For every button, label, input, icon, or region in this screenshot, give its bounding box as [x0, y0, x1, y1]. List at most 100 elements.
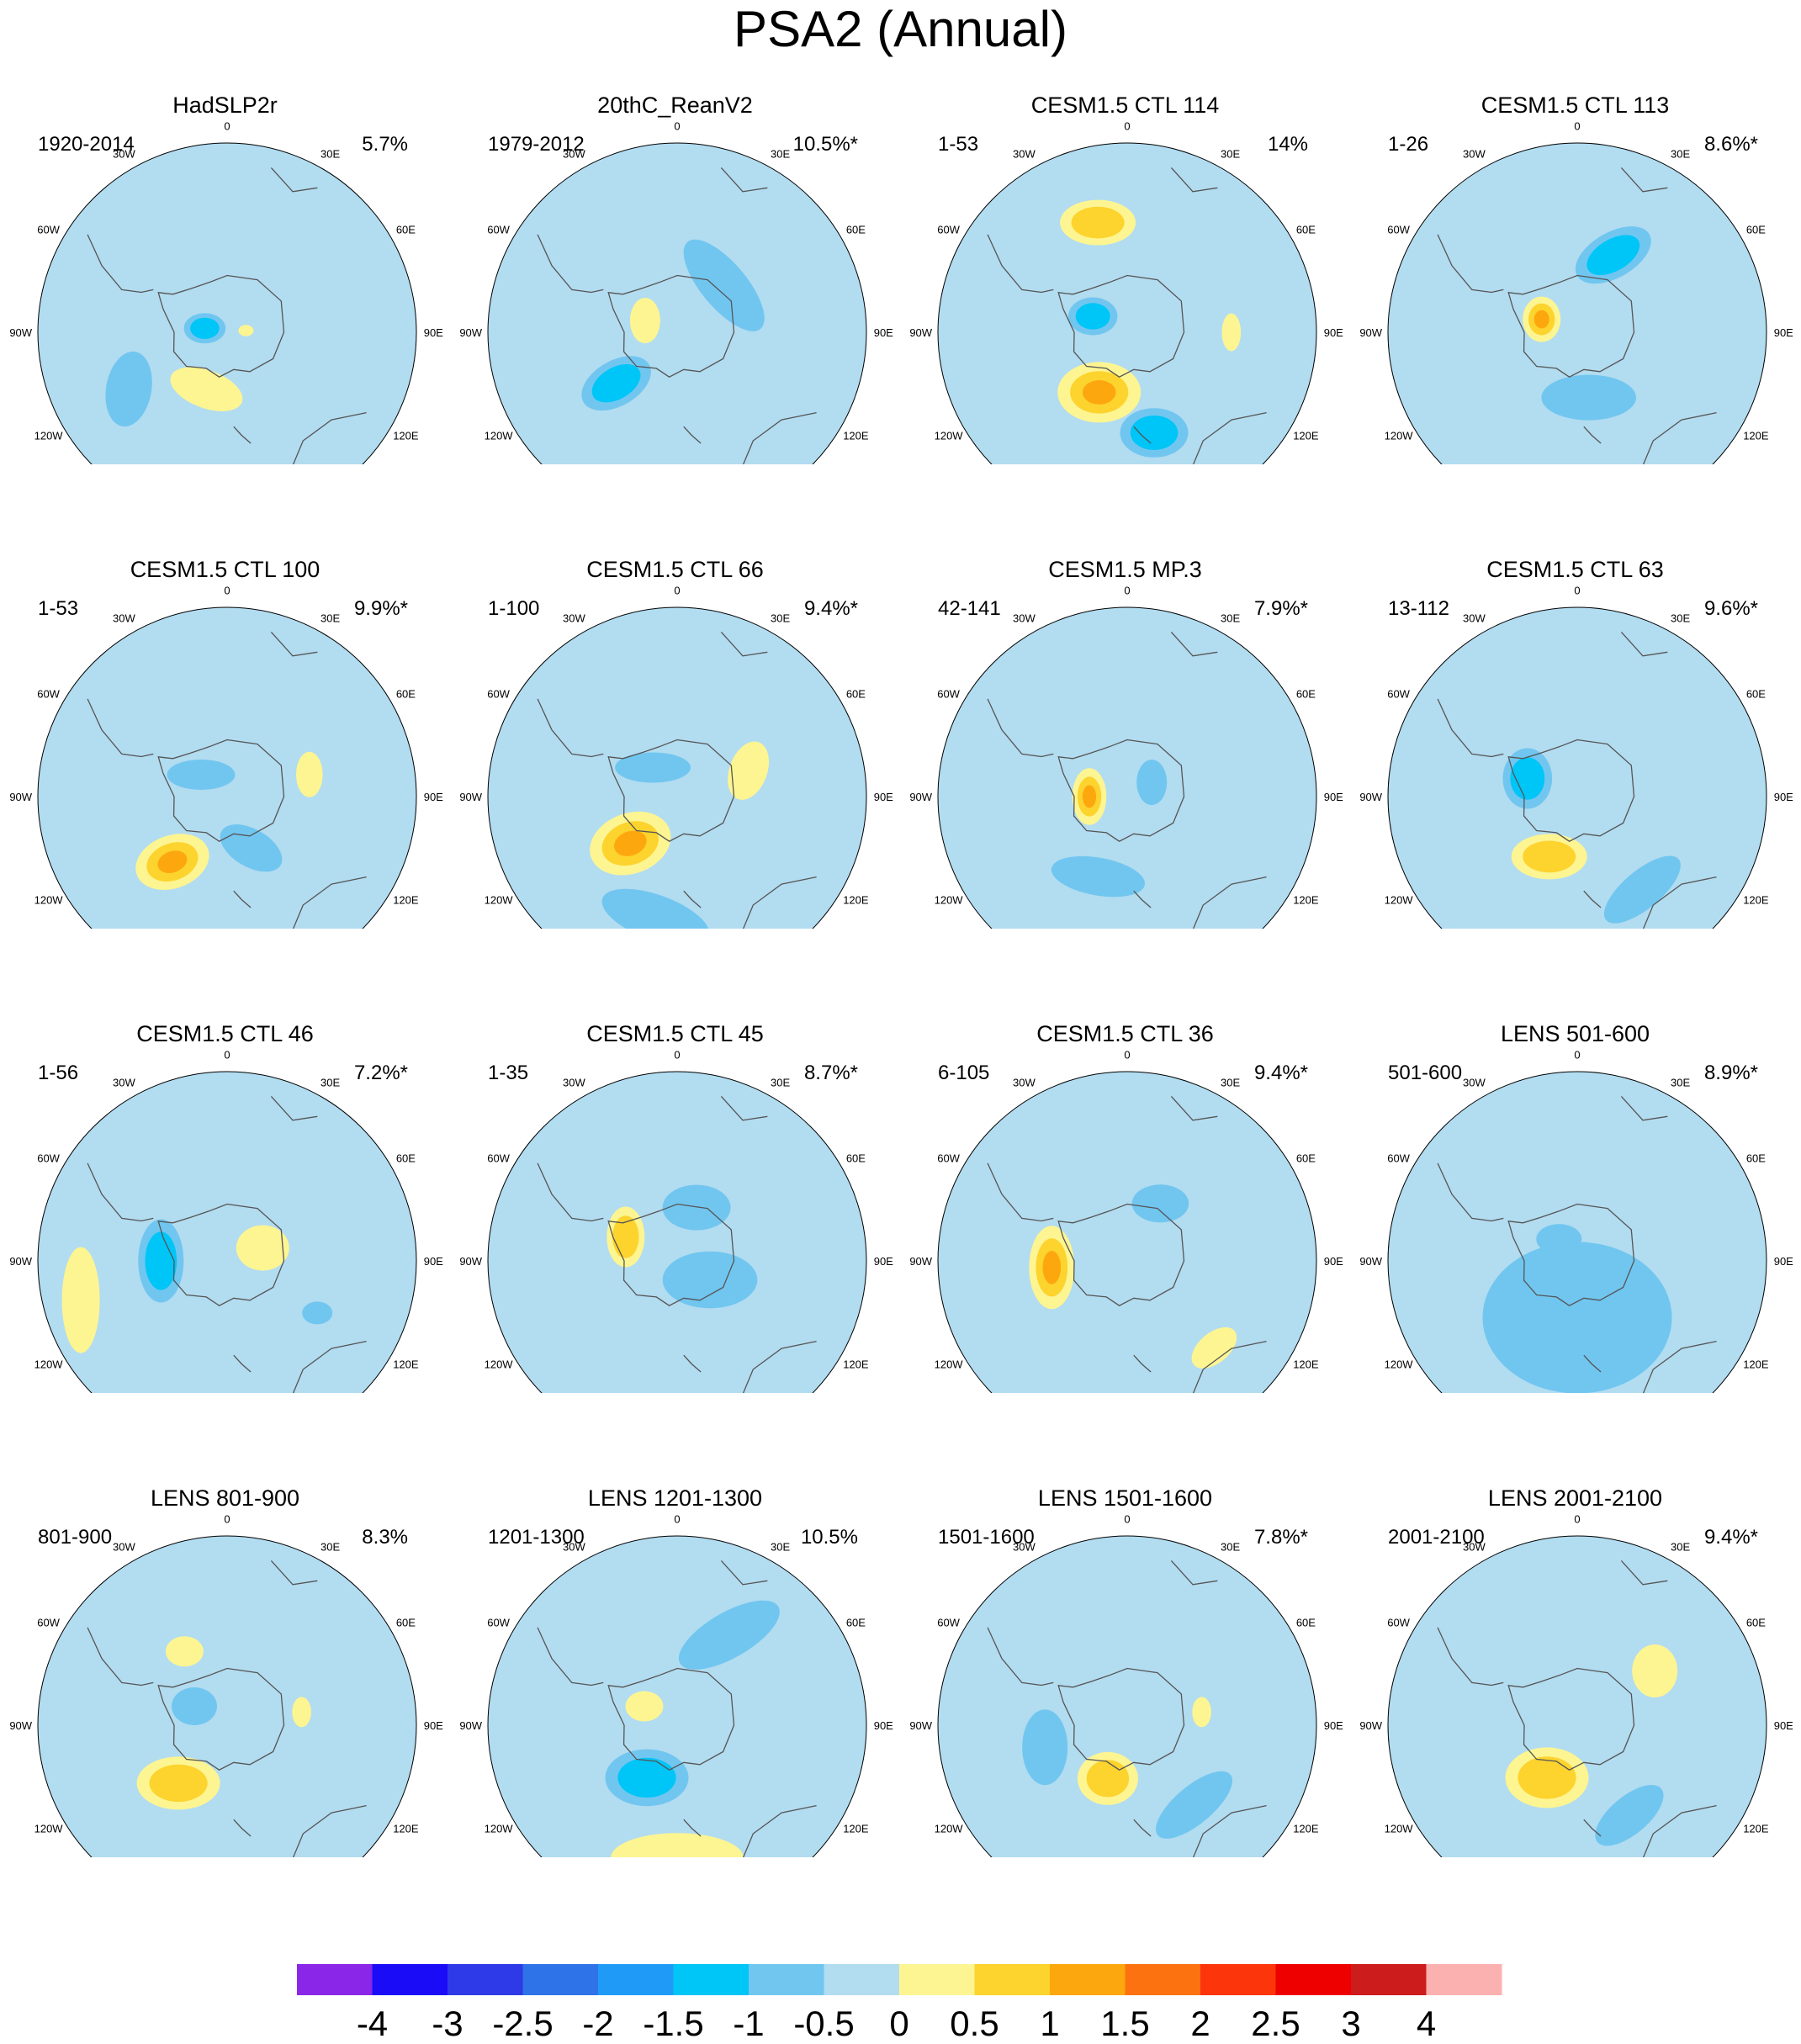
- longitude-label: 120E: [1293, 1823, 1319, 1835]
- longitude-label: 0: [1124, 1513, 1130, 1526]
- coastline: [157, 1667, 285, 1771]
- map-background: [38, 1536, 416, 1857]
- longitude-label: 30W: [1463, 612, 1486, 625]
- map-border: [37, 1071, 417, 1393]
- coastline: [1190, 1804, 1267, 1857]
- longitude-label: 60E: [396, 1616, 416, 1628]
- colorbar-label: -0.5: [793, 2004, 854, 2043]
- panel-period: 1-53: [938, 133, 979, 156]
- coastline: [290, 1804, 367, 1857]
- longitude-label: 60E: [396, 687, 416, 700]
- colorbar-label: -2: [582, 2004, 613, 2043]
- anomaly-contour: [1136, 760, 1168, 806]
- longitude-label: 60E: [396, 223, 416, 236]
- panel-period: 501-600: [1388, 1062, 1463, 1084]
- longitude-label: 120E: [843, 430, 869, 442]
- anomaly-contour: [1156, 1771, 1232, 1839]
- longitude-label: 120E: [843, 1823, 869, 1835]
- longitude-label: 0: [224, 1513, 230, 1526]
- longitude-label: 0: [1574, 120, 1580, 133]
- colorbar-swatch: [1050, 1964, 1126, 1995]
- longitude-label: 90E: [1324, 791, 1343, 803]
- colorbar-label: 1.5: [1100, 2004, 1149, 2043]
- coastline: [1170, 631, 1218, 657]
- coastline: [1583, 890, 1602, 908]
- coastline: [740, 1804, 817, 1857]
- panel-title: 20thC_ReanV2: [597, 93, 753, 118]
- polar-map: 030E60E90E120E150E180150W120W90W60W30W: [9, 120, 443, 464]
- longitude-label: 60E: [1296, 1616, 1316, 1628]
- panel-variance: 10.5%*: [792, 133, 858, 156]
- panel-variance: 8.7%*: [803, 1062, 858, 1084]
- map-background: [938, 143, 1316, 464]
- anomaly-contour: [612, 1215, 639, 1258]
- longitude-label: 30W: [563, 612, 585, 625]
- anomaly-contour: [292, 1697, 311, 1728]
- longitude-label: 90E: [874, 1719, 893, 1732]
- panel-title: CESM1.5 CTL 114: [1030, 93, 1220, 118]
- longitude-label: 0: [224, 1049, 230, 1062]
- coastline: [1170, 167, 1218, 193]
- longitude-label: 30E: [1671, 612, 1690, 625]
- anomaly-contour: [190, 317, 220, 339]
- longitude-label: 60E: [396, 1152, 416, 1164]
- anomaly-contour: [1131, 1184, 1189, 1223]
- coastline: [683, 1819, 702, 1837]
- coastline: [87, 1627, 154, 1687]
- longitude-label: 0: [1574, 1049, 1580, 1062]
- polar-map: 030E60E90E120E150E180150W120W90W60W30W: [1359, 120, 1793, 464]
- longitude-label: 30E: [1221, 1541, 1240, 1554]
- panel-period: 1-56: [38, 1062, 79, 1084]
- map-background: [1388, 1536, 1767, 1857]
- coastline: [1620, 167, 1668, 193]
- polar-map: 030E60E90E120E150E180150W120W90W60W30W: [909, 1049, 1343, 1393]
- longitude-label: 120W: [485, 1823, 514, 1835]
- panel-title: CESM1.5 CTL 36: [1036, 1021, 1214, 1046]
- coastline: [290, 411, 367, 464]
- coastline: [987, 234, 1054, 294]
- map-border: [1387, 142, 1767, 464]
- colorbar-label: 1: [1040, 2004, 1059, 2043]
- coastline: [987, 1162, 1054, 1222]
- map-panel: CESM1.5 CTL 1141-5314%030E60E90E120E150E…: [900, 0, 1350, 464]
- coastline: [1057, 1667, 1185, 1771]
- longitude-label: 120W: [34, 430, 64, 442]
- longitude-label: 0: [674, 585, 680, 597]
- map-background: [488, 1072, 866, 1393]
- longitude-label: 60W: [37, 1152, 60, 1164]
- colorbar-label: -1.5: [643, 2004, 703, 2043]
- panel-title: CESM1.5 CTL 63: [1486, 557, 1664, 582]
- polar-map: 030E60E90E120E150E180150W120W90W60W30W: [909, 120, 1343, 464]
- coastline: [1190, 876, 1267, 929]
- anomaly-contour: [591, 363, 641, 403]
- longitude-label: 90E: [424, 326, 443, 339]
- colorbar-label: 4: [1417, 2004, 1436, 2043]
- longitude-label: 90W: [9, 326, 32, 339]
- longitude-label: 30W: [1463, 1077, 1486, 1089]
- polar-map: 030E60E90E120E150E180150W120W90W60W30W: [459, 585, 893, 929]
- colorbar-swatch: [448, 1964, 523, 1995]
- map-border: [487, 1071, 867, 1393]
- longitude-label: 60E: [846, 223, 866, 236]
- coastline: [1507, 274, 1635, 378]
- colorbar-swatch: [749, 1964, 824, 1995]
- coastline: [740, 411, 817, 464]
- anomaly-contour: [220, 824, 283, 872]
- panel-period: 1979-2012: [488, 133, 585, 156]
- longitude-label: 60W: [37, 223, 60, 236]
- map-border: [487, 606, 867, 929]
- map-panel: 20thC_ReanV2 1979-2012 10.5%* 0 30E 60E 90E 120…: [450, 0, 900, 464]
- panel-variance: 5.7%: [362, 133, 408, 156]
- anomaly-contour: [1541, 374, 1636, 421]
- longitude-label: 120E: [1743, 1358, 1769, 1371]
- anomaly-contour: [1082, 785, 1097, 808]
- anomaly-contour: [1632, 1644, 1678, 1697]
- polar-map: 030E60E90E120E150E180150W120W90W60W30W: [1359, 1513, 1793, 1857]
- colorbar-swatch: [372, 1964, 448, 1995]
- anomaly-contour: [1518, 1756, 1576, 1799]
- panel-period: 13-112: [1388, 597, 1449, 620]
- longitude-label: 90W: [9, 1719, 32, 1732]
- map-background: [1388, 607, 1767, 929]
- longitude-label: 30W: [113, 612, 135, 625]
- panel-variance: 9.4%*: [1703, 1526, 1758, 1549]
